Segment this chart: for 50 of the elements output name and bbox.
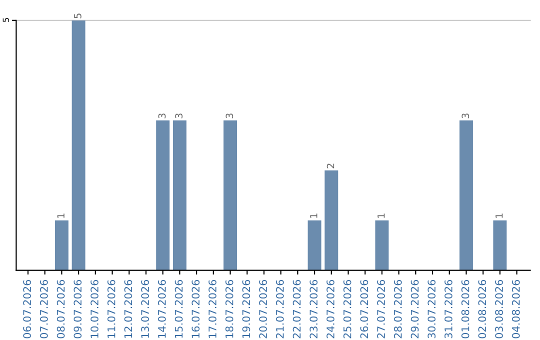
x-tick-label: 25.07.2026 (343, 280, 352, 338)
x-tick-label: 30.07.2026 (428, 280, 436, 338)
x-tick-label: 28.07.2026 (394, 280, 402, 338)
data-label: 3 (226, 114, 234, 118)
x-tick-label: 16.07.2026 (192, 280, 200, 338)
bar (224, 120, 237, 270)
x-tick-label: 18.07.2026 (225, 280, 234, 338)
x-tick-label: 29.07.2026 (410, 280, 419, 338)
bar (156, 120, 170, 270)
x-tick-label: 20.07.2026 (259, 280, 267, 338)
x-tick-label: 13.07.2026 (141, 280, 150, 338)
x-tick-label: 11.07.2026 (107, 280, 116, 338)
data-label: 3 (462, 114, 470, 118)
x-tick-label: 17.07.2026 (208, 280, 216, 338)
x-tick-label: 10.07.2026 (90, 280, 98, 338)
x-tick-label: 03.08.2026 (495, 280, 503, 338)
bar (72, 20, 86, 270)
x-tick-label: 15.07.2026 (174, 280, 183, 338)
x-tick-label: 26.07.2026 (360, 280, 368, 338)
bar (172, 120, 186, 270)
bar (308, 220, 322, 270)
data-label: 3 (175, 114, 183, 118)
bar (54, 220, 68, 270)
data-label: 3 (158, 114, 166, 118)
x-tick-label: 04.08.2026 (512, 280, 520, 338)
x-tick-label: 01.08.2026 (461, 280, 470, 338)
x-tick-label: 14.07.2026 (158, 280, 166, 338)
bar (324, 170, 338, 270)
data-label: 5 (74, 14, 82, 18)
x-tick-label: 21.07.2026 (276, 280, 284, 338)
bar (375, 220, 389, 270)
data-label: 1 (57, 214, 64, 218)
x-tick-label: 27.07.2026 (377, 280, 385, 338)
x-tick-label: 02.08.2026 (478, 280, 486, 338)
data-label: 1 (496, 214, 503, 218)
x-tick-label: 24.07.2026 (326, 280, 334, 338)
x-tick-label: 06.07.2026 (23, 280, 32, 338)
x-tick-label: 12.07.2026 (124, 280, 132, 338)
x-tick-label: 08.07.2026 (56, 280, 65, 338)
bar (459, 120, 473, 270)
data-label: 2 (326, 164, 334, 168)
x-tick-label: 07.07.2026 (40, 280, 48, 338)
data-label: 1 (310, 214, 318, 218)
x-tick-label: 19.07.2026 (242, 280, 250, 338)
x-tick-label: 22.07.2026 (292, 280, 301, 338)
x-tick-label: 31.07.2026 (444, 280, 452, 338)
data-label: 1 (378, 214, 385, 218)
x-tick-label: 23.07.2026 (310, 280, 318, 338)
x-tick-label: 09.07.2026 (74, 280, 82, 338)
bar (493, 220, 507, 270)
